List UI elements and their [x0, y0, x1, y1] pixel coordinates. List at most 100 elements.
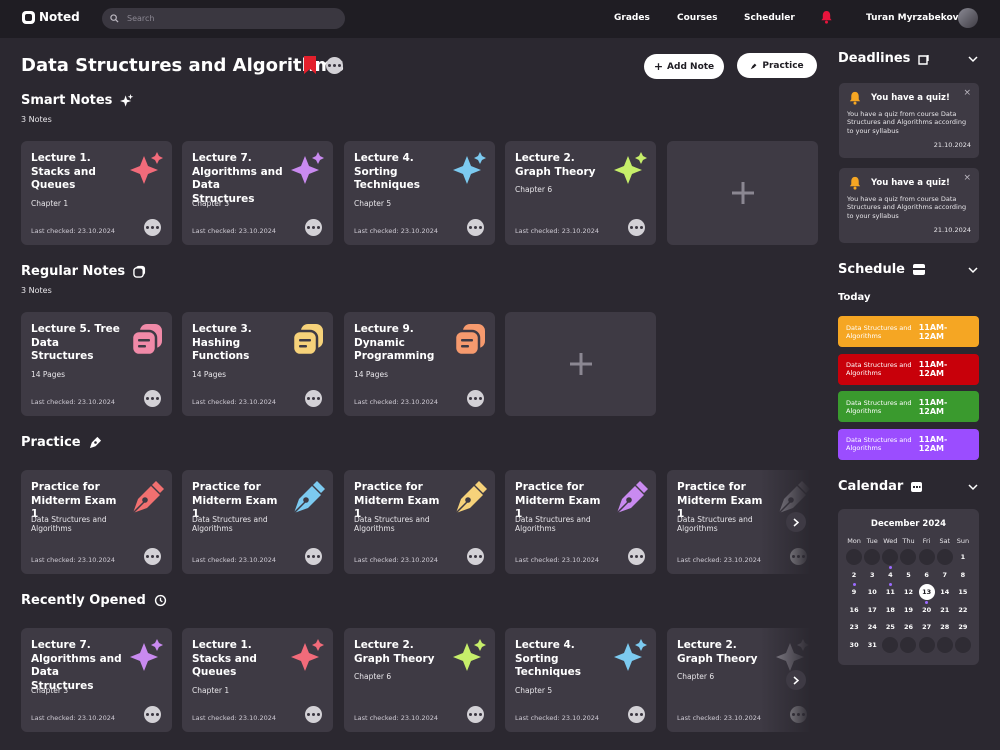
calendar-day[interactable]: 6	[918, 567, 936, 583]
calendar-day[interactable]: 4	[881, 565, 899, 583]
weekday-label: Mon	[847, 537, 861, 545]
calendar-day[interactable]: 5	[899, 567, 917, 583]
schedule-collapse-chevron-icon[interactable]	[968, 266, 978, 274]
close-icon[interactable]: ×	[963, 173, 971, 183]
smart-notes-card[interactable]: Lecture 7. Algorithms and Data Structure…	[182, 141, 333, 245]
calendar-day[interactable]: 20	[918, 600, 936, 618]
calendar-day[interactable]: 2	[845, 567, 863, 583]
card-more-button[interactable]	[467, 548, 484, 565]
schedule-item[interactable]: Data Structures and Algorithms 11AM-12AM	[838, 428, 979, 460]
calendar-day[interactable]: 24	[863, 619, 881, 635]
calendar-day[interactable]: 9	[845, 583, 863, 600]
calendar-day[interactable]: 21	[936, 602, 954, 618]
card-more-button[interactable]	[467, 706, 484, 723]
notes-icon	[453, 324, 485, 357]
nav-grades[interactable]: Grades	[614, 13, 650, 23]
calendar-day[interactable]: 7	[936, 567, 954, 583]
practice-card[interactable]: Practice for Midterm Exam 1 Data Structur…	[344, 470, 495, 574]
card-more-button[interactable]	[628, 706, 645, 723]
smart-notes-card[interactable]: Lecture 2. Graph Theory Chapter 6 Last che…	[505, 141, 656, 245]
practice-card[interactable]: Practice for Midterm Exam 1 Data Structur…	[505, 470, 656, 574]
avatar[interactable]	[958, 8, 978, 28]
calendar-day-number: 8	[960, 570, 966, 579]
course-more-button[interactable]	[326, 57, 343, 74]
card-more-button[interactable]	[144, 390, 161, 407]
bookmark-icon[interactable]	[303, 56, 317, 74]
calendar-day[interactable]: 28	[936, 619, 954, 635]
calendar-day[interactable]: 29	[954, 619, 972, 635]
calendar-day[interactable]: 25	[881, 619, 899, 635]
user-name[interactable]: Turan Myrzabekov	[866, 13, 959, 23]
card-more-button[interactable]	[628, 219, 645, 236]
card-more-button[interactable]	[467, 390, 484, 407]
calendar-day[interactable]: 19	[899, 602, 917, 618]
calendar-day[interactable]: 12	[899, 584, 917, 600]
regular-notes-card[interactable]: Lecture 5. Tree Data Structures 14 Pages L…	[21, 312, 172, 416]
recent-card[interactable]: Lecture 2. Graph Theory Chapter 6 Last che…	[344, 628, 495, 732]
deadline-card[interactable]: You have a quiz! You have a quiz from cou…	[839, 83, 979, 158]
calendar-collapse-chevron-icon[interactable]	[968, 483, 978, 491]
calendar-day[interactable]: 23	[845, 619, 863, 635]
calendar-day[interactable]: 3	[863, 567, 881, 583]
smart-notes-card[interactable]: Lecture 1. Stacks and Queues Chapter 1 Las…	[21, 141, 172, 245]
smart-notes-card[interactable]: Lecture 4. Sorting Techniques Chapter 5 La…	[344, 141, 495, 245]
calendar-day-number: 22	[958, 605, 968, 614]
calendar-day[interactable]: 8	[954, 567, 972, 583]
calendar-day[interactable]: 1	[954, 549, 972, 565]
practice-card[interactable]: Practice for Midterm Exam 1 Data Structur…	[21, 470, 172, 574]
calendar-day[interactable]: 31	[863, 637, 881, 653]
calendar-day[interactable]: 11	[881, 583, 899, 600]
nav-scheduler[interactable]: Scheduler	[744, 13, 795, 23]
calendar-day[interactable]: 18	[881, 602, 899, 618]
add-smart-note-card[interactable]	[667, 141, 818, 245]
card-more-button[interactable]	[144, 219, 161, 236]
recent-card[interactable]: Lecture 4. Sorting Techniques Chapter 5 La…	[505, 628, 656, 732]
card-title: Lecture 5. Tree Data Structures	[31, 323, 120, 362]
card-more-button[interactable]	[305, 706, 322, 723]
schedule-item[interactable]: Data Structures and Algorithms 11AM-12AM	[838, 353, 979, 385]
calendar-day[interactable]: 15	[954, 584, 972, 600]
schedule-item[interactable]: Data Structures and Algorithms 11AM-12AM	[838, 316, 979, 347]
regular-notes-card[interactable]: Lecture 9. Dynamic Programming 14 Pages La…	[344, 312, 495, 416]
deadlines-collapse-chevron-icon[interactable]	[968, 55, 978, 63]
weekday-label: Sat	[939, 537, 951, 545]
practice-card[interactable]: Practice for Midterm Exam 1 Data Structur…	[182, 470, 333, 574]
deadline-card[interactable]: You have a quiz! You have a quiz from cou…	[839, 168, 979, 243]
calendar-day[interactable]: 22	[954, 602, 972, 618]
card-more-button[interactable]	[144, 706, 161, 723]
card-more-button[interactable]	[305, 390, 322, 407]
card-more-button[interactable]	[144, 548, 161, 565]
recent-card[interactable]: Lecture 1. Stacks and Queues Chapter 1 Las…	[182, 628, 333, 732]
calendar-day-number: 29	[958, 623, 968, 631]
add-note-button[interactable]: + Add Note	[644, 54, 724, 79]
calendar-day-today[interactable]: 13	[918, 584, 936, 600]
close-icon[interactable]: ×	[963, 88, 971, 98]
calendar-day-number: 2	[851, 570, 857, 579]
practice-next-arrow[interactable]	[786, 512, 806, 532]
card-more-button[interactable]	[305, 219, 322, 236]
app-logo[interactable]: Noted	[22, 10, 80, 24]
calendar-day[interactable]: 27	[918, 619, 936, 635]
schedule-item[interactable]: Data Structures and Algorithms 11AM-12AM	[838, 391, 979, 422]
card-more-button[interactable]	[628, 548, 645, 565]
recent-next-arrow[interactable]	[786, 670, 806, 690]
calendar-day[interactable]: 16	[845, 602, 863, 618]
card-more-button[interactable]	[305, 548, 322, 565]
practice-button[interactable]: Practice	[737, 53, 817, 78]
notification-bell-icon[interactable]	[820, 10, 833, 24]
recent-card[interactable]: Lecture 7. Algorithms and Data Structure…	[21, 628, 172, 732]
calendar-day[interactable]: 17	[863, 602, 881, 618]
card-more-button[interactable]	[467, 219, 484, 236]
card-subtitle: Chapter 1	[31, 199, 69, 208]
calendar-day[interactable]: 26	[899, 619, 917, 635]
pen-nib-icon	[132, 481, 164, 514]
nav-courses[interactable]: Courses	[677, 13, 718, 23]
calendar-day[interactable]: 14	[936, 584, 954, 600]
calendar-day[interactable]: 30	[845, 637, 863, 653]
search-input[interactable]: Search	[102, 8, 345, 29]
calendar-empty-cell	[845, 549, 863, 565]
add-regular-note-card[interactable]	[505, 312, 656, 416]
calendar-day[interactable]: 10	[863, 584, 881, 600]
regular-notes-card[interactable]: Lecture 3. Hashing Functions 14 Pages Last…	[182, 312, 333, 416]
calendar-day-number: 5	[906, 570, 911, 579]
